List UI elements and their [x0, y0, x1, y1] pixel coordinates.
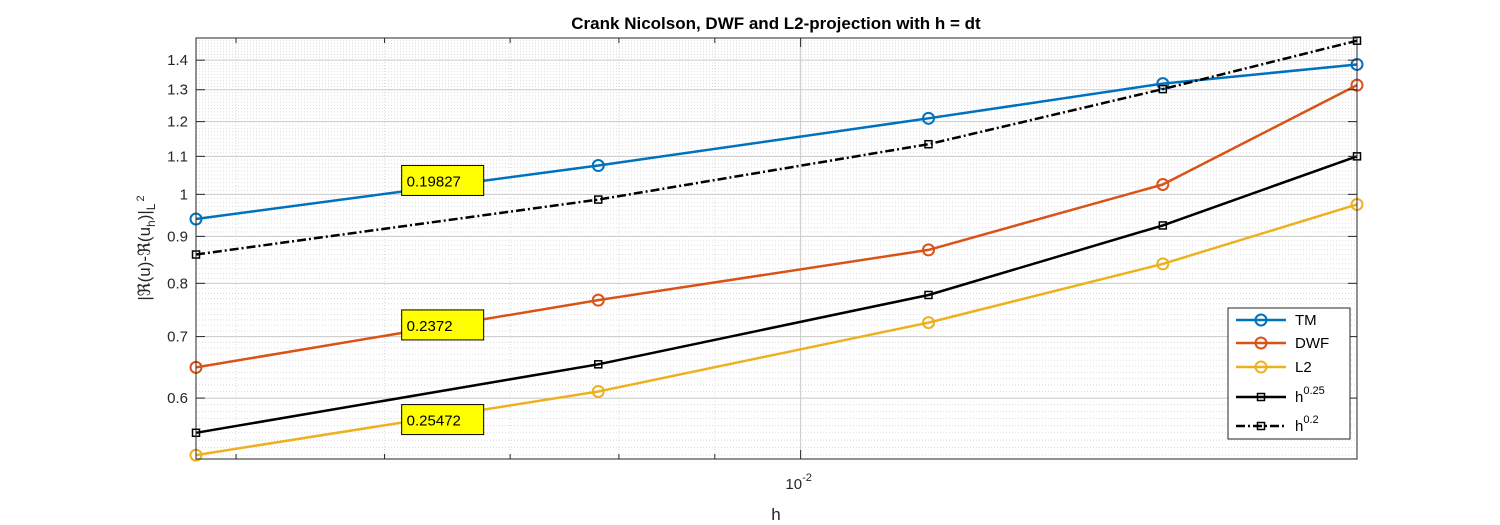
- legend-box: [1227, 307, 1351, 440]
- legend-marker: [1254, 313, 1268, 327]
- legend-item-l2: L2: [1236, 359, 1312, 376]
- annotation-text: 0.2372: [407, 318, 453, 335]
- y-tick-label: 1.3: [167, 82, 188, 99]
- y-axis-label-main: |ℜ(u)-ℜ(u: [135, 227, 154, 301]
- series-line-h-0.25: [195, 155, 1358, 435]
- y-axis-label: |ℜ(u)-ℜ(uh)|L 2: [135, 195, 158, 300]
- data-point: [1158, 221, 1168, 230]
- x-tick-label-exponent: -2: [802, 472, 812, 484]
- x-tick-label-base: 10: [785, 476, 802, 493]
- plot-frame: [195, 37, 1358, 460]
- data-point: [594, 195, 603, 204]
- legend-item-dwf: DWF: [1236, 335, 1329, 352]
- data-point: [591, 293, 605, 307]
- y-axis-label-close: )|: [135, 210, 154, 220]
- x-axis-label: h: [771, 505, 780, 524]
- legend-item-h-0.25: h0.25: [1236, 385, 1325, 406]
- data-point: [1156, 257, 1170, 271]
- legend-item-tm: TM: [1236, 312, 1317, 329]
- legend-marker: [1256, 421, 1266, 431]
- data-point: [594, 360, 603, 369]
- tick-layer: 10-2 0.6 0.7 0.8 0.9 1 1.1 1.2 1.3 1.4: [167, 38, 1357, 493]
- legend-label-base: h: [1295, 389, 1303, 406]
- data-point: [922, 111, 936, 125]
- legend-label: L2: [1295, 359, 1312, 376]
- data-point: [922, 243, 936, 257]
- legend-marker: [1254, 336, 1268, 350]
- annotation-text: 0.19827: [407, 173, 461, 190]
- annotation-box: 0.25472: [401, 404, 485, 436]
- data-point: [924, 290, 933, 300]
- legend-label: TM: [1295, 312, 1317, 329]
- legend-label: h0.25: [1295, 385, 1325, 406]
- data-point: [1156, 178, 1170, 192]
- data-point: [591, 384, 605, 398]
- data-point: [1158, 84, 1168, 94]
- x-tick-label: 10-2: [785, 472, 811, 493]
- y-tick-label: 0.6: [167, 390, 188, 407]
- y-axis-label-sub-h: h: [144, 220, 158, 227]
- legend-label: h0.2: [1295, 414, 1319, 435]
- legend-item-h-0.2: h0.2: [1236, 414, 1319, 435]
- y-axis-label-sup-2: 2: [135, 195, 147, 201]
- chart-title: Crank Nicolson, DWF and L2-projection wi…: [571, 14, 981, 33]
- legend-marker: [1254, 360, 1268, 374]
- legend-label-base: h: [1295, 418, 1303, 435]
- y-tick-label: 1.2: [167, 114, 188, 131]
- annotation-text: 0.25472: [407, 413, 461, 430]
- legend-label-exponent: 0.2: [1303, 414, 1318, 426]
- legend-label-exponent: 0.25: [1303, 385, 1324, 397]
- y-tick-label: 0.8: [167, 275, 188, 292]
- annotation-box: 0.2372: [401, 309, 485, 341]
- y-tick-label: 1: [180, 186, 188, 203]
- data-point: [591, 159, 605, 173]
- y-tick-label: 0.9: [167, 228, 188, 245]
- y-axis-label-sub-L: L: [144, 203, 158, 210]
- annotation-layer: 0.19827 0.2372 0.25472: [401, 164, 485, 436]
- annotation-box: 0.19827: [401, 164, 485, 196]
- y-tick-label: 0.7: [167, 329, 188, 346]
- legend-marker: [1256, 392, 1266, 402]
- y-tick-label: 1.4: [167, 52, 188, 69]
- legend-label: DWF: [1295, 335, 1329, 352]
- y-tick-label: 1.1: [167, 148, 188, 165]
- plot-area: [196, 38, 1357, 459]
- data-point: [922, 316, 936, 330]
- data-point: [924, 139, 933, 149]
